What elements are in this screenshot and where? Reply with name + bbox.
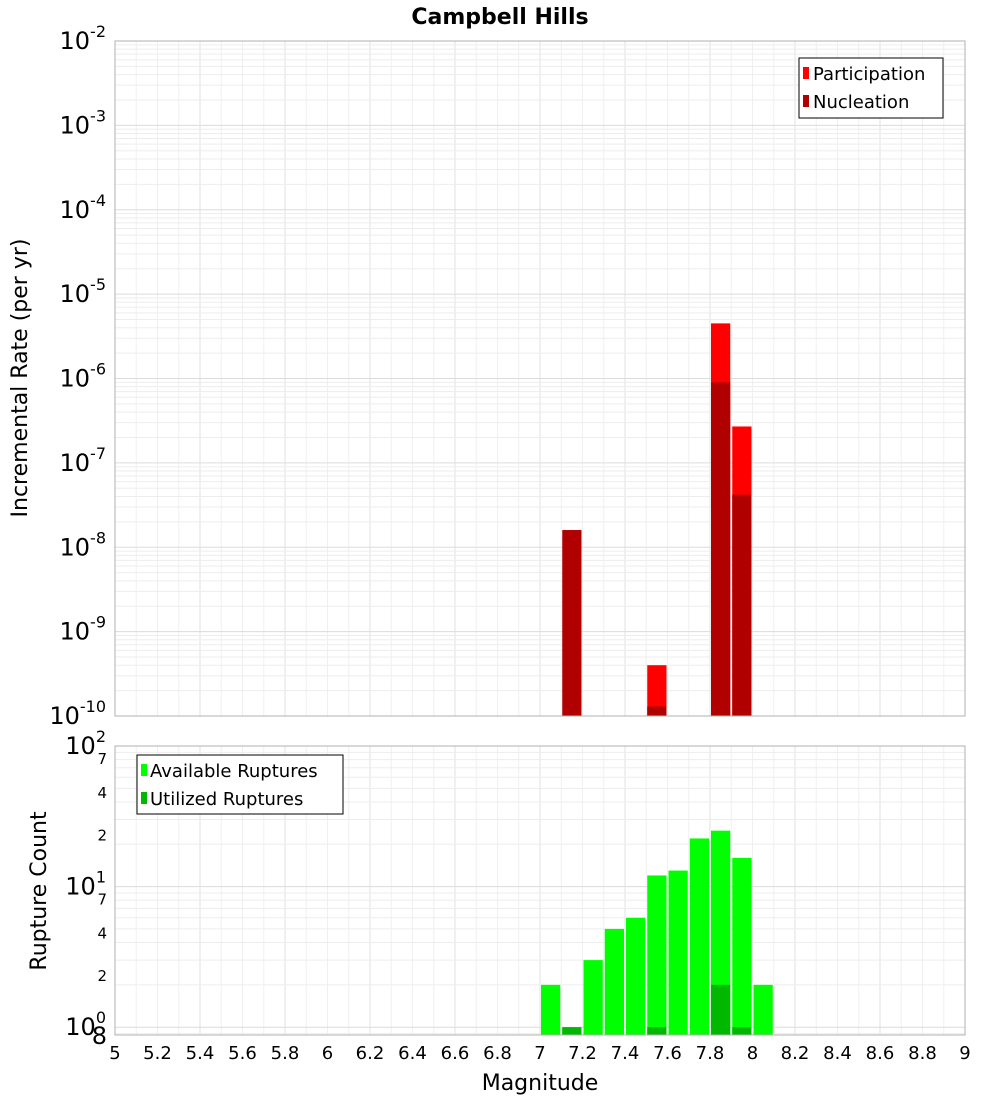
bar-utilized-ruptures xyxy=(711,984,731,1035)
y-minor-tick-label: 7 xyxy=(97,750,107,768)
x-tick-label: 9 xyxy=(959,1043,970,1064)
x-tick-label: 6 xyxy=(322,1043,333,1064)
y-tick-label: 10-10 xyxy=(49,697,106,730)
bar-available-ruptures xyxy=(626,917,646,1035)
y-tick-label: 10-2 xyxy=(60,22,107,55)
top-bars xyxy=(562,323,752,716)
bar-available-ruptures xyxy=(732,857,752,1035)
y-minor-tick-label: 7 xyxy=(97,890,107,908)
y-minor-tick-label: 2 xyxy=(97,826,107,844)
y-tick-label: 10-6 xyxy=(60,360,107,393)
x-tick-label: 7.4 xyxy=(611,1043,640,1064)
x-tick-label: 8.2 xyxy=(781,1043,810,1064)
bar-utilized-ruptures xyxy=(732,1027,752,1035)
top-plot-border xyxy=(114,40,966,717)
x-tick-label: 8.8 xyxy=(908,1043,937,1064)
bar-available-ruptures xyxy=(604,928,624,1035)
top-legend-box xyxy=(798,57,944,119)
y-minor-tick-label: 8 xyxy=(92,1022,107,1050)
bar-utilized-ruptures xyxy=(647,1027,667,1035)
top-y-axis-label: Incremental Rate (per yr) xyxy=(8,239,33,518)
bar-participation xyxy=(647,665,667,716)
legend-swatch-utilized xyxy=(141,792,147,804)
x-axis-label: Magnitude xyxy=(482,1071,599,1096)
legend-label-participation: Participation xyxy=(813,64,925,85)
y-minor-tick-label: 2 xyxy=(97,967,107,985)
top-legend: Participation Nucleation xyxy=(798,57,944,119)
chart-title: Campbell Hills xyxy=(411,5,588,30)
legend-swatch-participation xyxy=(803,67,809,79)
bottom-legend-box xyxy=(136,754,344,815)
bar-nucleation xyxy=(647,706,667,716)
x-tick-label: 5.6 xyxy=(228,1043,257,1064)
x-tick-label: 8.4 xyxy=(823,1043,852,1064)
x-tick-label: 7.2 xyxy=(568,1043,597,1064)
bar-nucleation xyxy=(562,530,582,716)
x-tick-label: 6.6 xyxy=(441,1043,470,1064)
y-tick-label: 100 xyxy=(65,1008,106,1041)
y-tick-label: 10-4 xyxy=(60,191,107,224)
bar-utilized-ruptures xyxy=(562,1027,582,1035)
x-tick-label: 7.6 xyxy=(653,1043,682,1064)
y-tick-label: 10-3 xyxy=(60,106,107,139)
y-tick-label: 10-9 xyxy=(60,613,107,646)
bar-available-ruptures xyxy=(583,960,603,1035)
bar-available-ruptures xyxy=(753,984,773,1035)
x-tick-label: 6.4 xyxy=(398,1043,427,1064)
x-tick-label: 5.8 xyxy=(271,1043,300,1064)
legend-label-nucleation: Nucleation xyxy=(813,92,909,113)
x-tick-label: 5.2 xyxy=(143,1043,172,1064)
x-tick-label: 8 xyxy=(747,1043,758,1064)
x-tick-label: 7 xyxy=(534,1043,545,1064)
bar-available-ruptures xyxy=(647,875,667,1035)
bottom-panel: 102 101 100 7 4 2 7 4 2 8 5 5.2 5.4 5.6 5.8 6 6.2 6.4 6.6… xyxy=(27,727,971,1096)
x-tick-label: 5.4 xyxy=(186,1043,215,1064)
bar-nucleation xyxy=(711,382,731,716)
y-minor-tick-label: 4 xyxy=(97,784,107,802)
x-tick-label: 8.6 xyxy=(866,1043,895,1064)
y-tick-label: 102 xyxy=(65,727,106,760)
bar-available-ruptures xyxy=(689,838,709,1035)
bottom-y-tick-labels: 102 101 100 7 4 2 7 4 2 8 xyxy=(65,727,107,1050)
y-tick-label: 101 xyxy=(65,868,106,901)
bottom-plot-border xyxy=(114,745,966,1036)
legend-swatch-available xyxy=(141,764,147,776)
legend-swatch-nucleation xyxy=(803,95,809,107)
bar-available-ruptures xyxy=(668,870,688,1035)
legend-label-utilized: Utilized Ruptures xyxy=(150,789,303,810)
top-panel: 10-2 10-3 10-4 10-5 10-6 10-7 10-8 10-9 10-10 In… xyxy=(8,22,966,730)
x-tick-label: 6.8 xyxy=(483,1043,512,1064)
x-tick-label: 5 xyxy=(109,1043,120,1064)
top-grid xyxy=(114,41,966,717)
legend-label-available: Available Ruptures xyxy=(150,761,318,782)
bottom-y-axis-label: Rupture Count xyxy=(27,811,52,971)
y-tick-label: 10-5 xyxy=(60,275,107,308)
x-tick-labels: 5 5.2 5.4 5.6 5.8 6 6.2 6.4 6.6 6.8 7 7.2 7.4 7.6 7.8 8… xyxy=(109,1043,970,1064)
bar-nucleation xyxy=(732,494,752,716)
y-minor-tick-label: 4 xyxy=(97,925,107,943)
x-tick-label: 7.8 xyxy=(696,1043,725,1064)
bottom-legend: Available Ruptures Utilized Ruptures xyxy=(136,754,344,815)
bar-available-ruptures xyxy=(711,830,731,1035)
x-tick-label: 6.2 xyxy=(356,1043,385,1064)
y-tick-label: 10-7 xyxy=(60,444,107,477)
top-y-tick-labels: 10-2 10-3 10-4 10-5 10-6 10-7 10-8 10-9 10-10 xyxy=(49,22,106,730)
y-tick-label: 10-8 xyxy=(60,528,107,561)
bar-available-ruptures xyxy=(541,984,561,1035)
bottom-bars xyxy=(541,830,773,1035)
